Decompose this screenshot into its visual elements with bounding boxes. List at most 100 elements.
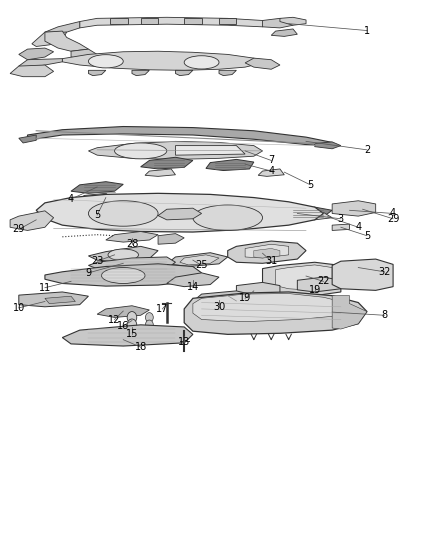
Ellipse shape	[193, 205, 262, 230]
Ellipse shape	[184, 56, 219, 69]
Text: 5: 5	[364, 231, 370, 241]
Text: 29: 29	[13, 224, 25, 235]
Polygon shape	[184, 18, 201, 23]
Polygon shape	[176, 70, 193, 76]
Text: 1: 1	[364, 26, 370, 36]
Polygon shape	[141, 18, 158, 23]
Polygon shape	[167, 253, 228, 266]
Polygon shape	[45, 264, 201, 286]
Polygon shape	[28, 126, 332, 147]
Polygon shape	[110, 18, 127, 23]
Polygon shape	[80, 193, 115, 202]
Polygon shape	[184, 292, 367, 334]
Ellipse shape	[145, 313, 153, 322]
Text: 4: 4	[68, 194, 74, 204]
Polygon shape	[88, 246, 158, 262]
Text: 16: 16	[117, 321, 129, 331]
Text: 17: 17	[156, 304, 169, 314]
Polygon shape	[332, 201, 376, 216]
Polygon shape	[97, 306, 149, 317]
Polygon shape	[19, 59, 62, 68]
Ellipse shape	[108, 249, 138, 261]
Polygon shape	[158, 233, 184, 244]
Polygon shape	[245, 244, 289, 258]
Polygon shape	[45, 296, 75, 304]
Text: 3: 3	[338, 214, 344, 224]
Text: 19: 19	[309, 285, 321, 295]
Polygon shape	[19, 135, 36, 143]
Text: 4: 4	[390, 208, 396, 219]
Text: 15: 15	[126, 329, 138, 340]
Text: 25: 25	[195, 261, 208, 270]
Ellipse shape	[127, 312, 137, 323]
Polygon shape	[262, 262, 341, 296]
Text: 7: 7	[268, 156, 274, 165]
Text: 30: 30	[213, 302, 225, 312]
Polygon shape	[10, 65, 53, 77]
Polygon shape	[62, 325, 193, 346]
Polygon shape	[332, 296, 367, 329]
Text: 5: 5	[94, 210, 100, 220]
Text: 31: 31	[265, 256, 277, 266]
Polygon shape	[262, 18, 293, 28]
Text: 2: 2	[364, 145, 370, 155]
Text: 29: 29	[387, 214, 399, 224]
Polygon shape	[332, 259, 393, 290]
Polygon shape	[145, 169, 176, 176]
Text: 12: 12	[108, 314, 121, 325]
Polygon shape	[228, 241, 306, 263]
Polygon shape	[332, 224, 350, 230]
Polygon shape	[62, 51, 262, 70]
Polygon shape	[258, 169, 284, 176]
Polygon shape	[19, 292, 88, 307]
Polygon shape	[180, 255, 219, 265]
Polygon shape	[193, 291, 254, 305]
Text: 4: 4	[268, 166, 274, 176]
Polygon shape	[45, 31, 88, 51]
Polygon shape	[315, 142, 341, 149]
Polygon shape	[245, 58, 280, 69]
Text: 14: 14	[187, 281, 199, 292]
Polygon shape	[219, 70, 237, 76]
Polygon shape	[71, 49, 97, 60]
Text: 9: 9	[85, 268, 92, 278]
Polygon shape	[254, 248, 280, 258]
Polygon shape	[297, 277, 341, 292]
Ellipse shape	[127, 319, 137, 330]
Text: 13: 13	[178, 337, 190, 347]
Text: 11: 11	[39, 282, 51, 293]
Polygon shape	[302, 213, 332, 220]
Ellipse shape	[115, 143, 167, 159]
Ellipse shape	[145, 320, 153, 329]
Polygon shape	[88, 141, 262, 159]
Polygon shape	[10, 211, 53, 230]
Polygon shape	[141, 157, 193, 169]
Polygon shape	[219, 18, 237, 23]
Polygon shape	[88, 257, 176, 271]
Polygon shape	[132, 70, 149, 76]
Polygon shape	[271, 29, 297, 36]
Polygon shape	[280, 17, 306, 25]
Polygon shape	[276, 265, 332, 290]
Text: 18: 18	[134, 342, 147, 352]
Ellipse shape	[102, 268, 145, 284]
Polygon shape	[237, 282, 280, 297]
Polygon shape	[71, 182, 123, 193]
Text: 10: 10	[13, 303, 25, 313]
Polygon shape	[167, 273, 219, 287]
Ellipse shape	[88, 201, 158, 226]
Text: 4: 4	[355, 222, 361, 232]
Polygon shape	[36, 193, 323, 232]
Polygon shape	[193, 294, 350, 321]
Text: 5: 5	[307, 180, 314, 190]
Ellipse shape	[88, 55, 123, 68]
Polygon shape	[19, 48, 53, 60]
Polygon shape	[88, 70, 106, 76]
Text: 19: 19	[239, 293, 251, 303]
Polygon shape	[80, 17, 271, 28]
Polygon shape	[106, 231, 158, 242]
Text: 32: 32	[378, 267, 391, 277]
Polygon shape	[206, 159, 254, 171]
Polygon shape	[45, 21, 80, 34]
Polygon shape	[158, 208, 201, 220]
